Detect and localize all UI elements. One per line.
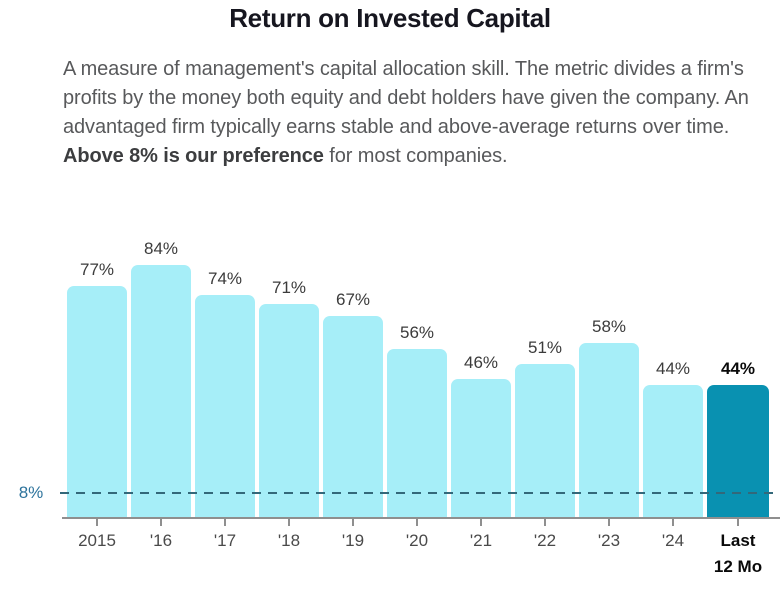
axis-tick — [224, 519, 226, 526]
x-axis-label: '16 — [149, 531, 173, 550]
x-axis-label: '24 — [661, 531, 685, 550]
reference-dashed-line — [60, 492, 780, 494]
axis-tick — [96, 519, 98, 526]
x-axis-label: '18 — [277, 531, 301, 550]
bar--24 — [643, 385, 703, 517]
x-axis-label: '22 — [533, 531, 557, 550]
x-axis-label: '23 — [597, 531, 621, 550]
bar-value-label: 44% — [655, 359, 691, 378]
bar-value-label: 77% — [79, 260, 115, 279]
bar-value-label: 56% — [399, 323, 435, 342]
bar-value-label: 67% — [335, 290, 371, 309]
bar-value-label: 51% — [527, 338, 563, 357]
bar-value-label: 84% — [143, 239, 179, 258]
axis-tick — [672, 519, 674, 526]
x-axis-label: '17 — [213, 531, 237, 550]
bar-2015 — [67, 286, 127, 517]
axis-tick — [480, 519, 482, 526]
axis-tick — [288, 519, 290, 526]
axis-tick — [352, 519, 354, 526]
bar--17 — [195, 295, 255, 517]
x-axis-label: '19 — [341, 531, 365, 550]
description-text-end: for most companies. — [323, 145, 508, 167]
x-axis-label: Last 12 Mo — [713, 531, 763, 576]
bar--23 — [579, 343, 639, 517]
bar--18 — [259, 304, 319, 517]
bar-value-label: 74% — [207, 269, 243, 288]
page-title: Return on Invested Capital — [229, 3, 551, 33]
bar--19 — [323, 316, 383, 517]
chart-description: A measure of management's capital alloca… — [63, 55, 757, 171]
bar--21 — [451, 379, 511, 517]
x-axis-label: '21 — [469, 531, 493, 550]
reference-line-label: 8% — [18, 483, 44, 502]
bar-value-label: 58% — [591, 317, 627, 336]
axis-tick — [544, 519, 546, 526]
bar-value-label: 44% — [720, 359, 756, 378]
axis-tick — [608, 519, 610, 526]
x-axis-line — [62, 517, 780, 519]
bar-last-12-mo — [707, 385, 769, 517]
bar--16 — [131, 265, 191, 517]
bar-value-label: 46% — [463, 353, 499, 372]
axis-tick — [737, 519, 739, 526]
roic-bar-chart: 8% 77% 2015 84% '16 74% '17 71% '18 67% '19 56% '20… — [0, 230, 780, 606]
description-bold-text: Above 8% is our preference — [63, 145, 324, 167]
x-axis-label: 2015 — [78, 531, 116, 550]
axis-tick — [416, 519, 418, 526]
bar-value-label: 71% — [271, 278, 307, 297]
x-axis-label: '20 — [405, 531, 429, 550]
bar--20 — [387, 349, 447, 517]
bar--22 — [515, 364, 575, 517]
description-text-start: A measure of management's capital alloca… — [63, 58, 749, 138]
axis-tick — [160, 519, 162, 526]
